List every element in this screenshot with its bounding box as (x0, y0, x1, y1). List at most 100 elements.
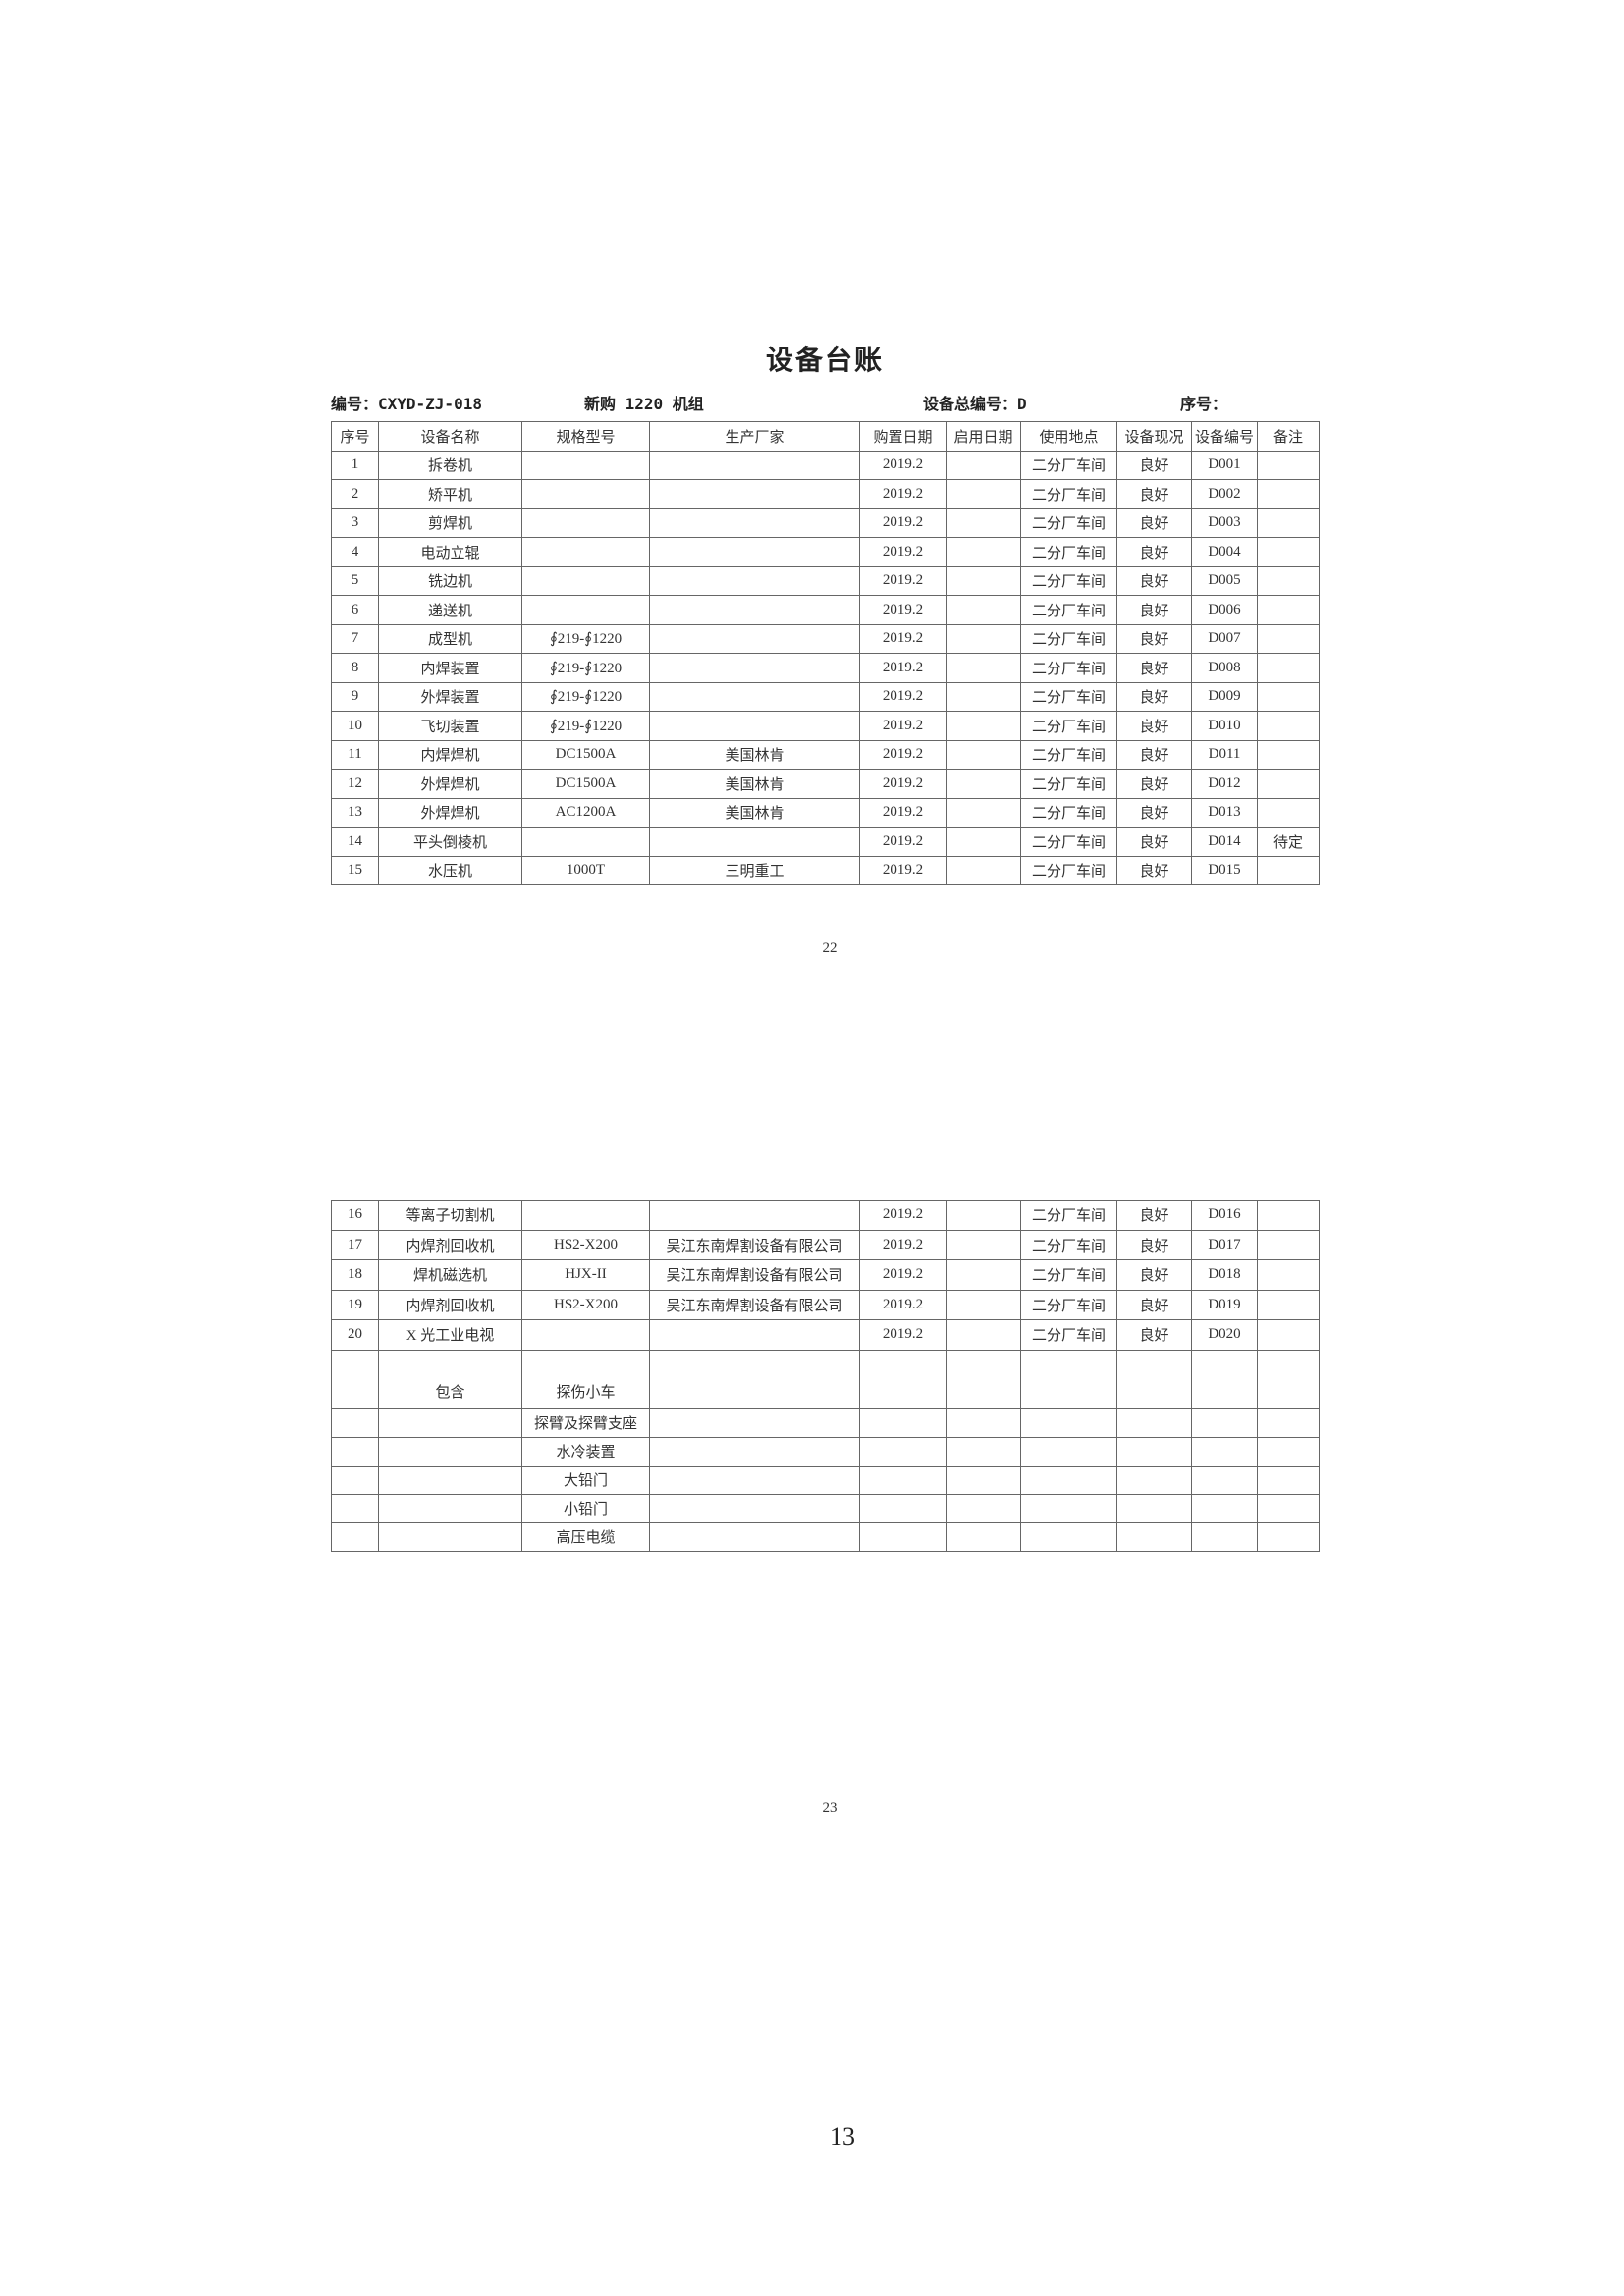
table-cell: D010 (1191, 711, 1258, 741)
column-header: 备注 (1257, 421, 1320, 452)
table-cell: 2019.2 (859, 739, 947, 770)
included-item-row: 小铅门 (331, 1493, 1320, 1523)
table-cell: 吴江东南焊割设备有限公司 (649, 1259, 860, 1291)
table-cell (1257, 450, 1320, 480)
table-cell: 二分厂车间 (1020, 1289, 1117, 1320)
table-cell: D006 (1191, 595, 1258, 625)
table-cell (859, 1493, 947, 1523)
table-cell (521, 565, 650, 596)
table-cell: 7 (331, 623, 379, 654)
page-mark: 23 (822, 1800, 838, 1816)
table-cell: 良好 (1116, 711, 1192, 741)
table-cell: AC1200A (521, 797, 650, 828)
table-cell: 2019.2 (859, 1289, 947, 1320)
table-cell (946, 1407, 1021, 1438)
table-cell: 二分厂车间 (1020, 1319, 1117, 1351)
table-cell (946, 797, 1021, 828)
table-cell (1116, 1522, 1192, 1552)
includes-label: 包含 (378, 1349, 522, 1409)
table-cell (331, 1465, 379, 1495)
table-cell: 4 (331, 537, 379, 567)
included-item: 探臂及探臂支座 (521, 1407, 650, 1438)
table-cell: 良好 (1116, 1289, 1192, 1320)
table-cell: 良好 (1116, 595, 1192, 625)
table-cell: 3 (331, 507, 379, 538)
table-cell: 内焊焊机 (378, 739, 522, 770)
sequence-label: 序号： (1180, 395, 1228, 413)
table-cell: 二分厂车间 (1020, 855, 1117, 885)
table-cell (521, 537, 650, 567)
table-cell: 二分厂车间 (1020, 827, 1117, 857)
column-header: 使用地点 (1020, 421, 1117, 452)
table-cell: 平头倒棱机 (378, 827, 522, 857)
table-cell: 内焊剂回收机 (378, 1289, 522, 1320)
table-cell: ∮219-∮1220 (521, 653, 650, 683)
table-cell (946, 479, 1021, 509)
table-cell (1257, 623, 1320, 654)
table-row: 7 成型机 ∮219-∮1220 2019.2 二分厂车间 良好 D007 (331, 623, 1320, 654)
table-cell: DC1500A (521, 739, 650, 770)
table-cell (1257, 769, 1320, 799)
table-row: 5 铣边机 2019.2 二分厂车间 良好 D005 (331, 565, 1320, 596)
table-cell (1257, 1289, 1320, 1320)
table-cell (1191, 1349, 1258, 1409)
table-cell (1257, 797, 1320, 828)
table-cell (1257, 653, 1320, 683)
table-cell (1257, 1407, 1320, 1438)
table-row: 14 平头倒棱机 2019.2 二分厂车间 良好 D014 待定 (331, 827, 1320, 857)
table-cell: 二分厂车间 (1020, 623, 1117, 654)
table-cell: 2019.2 (859, 827, 947, 857)
table-cell: 二分厂车间 (1020, 769, 1117, 799)
table-row: 11 内焊焊机 DC1500A 美国林肯 2019.2 二分厂车间 良好 D011 (331, 739, 1320, 770)
table-cell: 20 (331, 1319, 379, 1351)
column-header: 设备编号 (1191, 421, 1258, 452)
table-cell (946, 595, 1021, 625)
table-cell (331, 1407, 379, 1438)
table-cell: 15 (331, 855, 379, 885)
table-cell: D001 (1191, 450, 1258, 480)
table-cell: 2019.2 (859, 653, 947, 683)
table-cell (1020, 1493, 1117, 1523)
table-cell (378, 1493, 522, 1523)
table-cell: 9 (331, 681, 379, 712)
table-cell (1020, 1349, 1117, 1409)
table-cell: 成型机 (378, 623, 522, 654)
table-cell (859, 1522, 947, 1552)
table-cell (331, 1436, 379, 1467)
table-cell: 拆卷机 (378, 450, 522, 480)
table-cell: 良好 (1116, 1319, 1192, 1351)
table-cell: 外焊装置 (378, 681, 522, 712)
table-cell (1257, 1522, 1320, 1552)
table-cell: 二分厂车间 (1020, 537, 1117, 567)
table-cell: 良好 (1116, 1259, 1192, 1291)
table-cell (649, 711, 860, 741)
table-cell: X 光工业电视 (378, 1319, 522, 1351)
table-cell: ∮219-∮1220 (521, 623, 650, 654)
table-cell: 二分厂车间 (1020, 507, 1117, 538)
table-cell (521, 1200, 650, 1231)
table-cell: D014 (1191, 827, 1258, 857)
table-cell: 2019.2 (859, 537, 947, 567)
table-cell (649, 623, 860, 654)
table-cell: 二分厂车间 (1020, 1200, 1117, 1231)
table-cell: 美国林肯 (649, 769, 860, 799)
table-cell: 良好 (1116, 623, 1192, 654)
table-cell (649, 537, 860, 567)
table-cell: 13 (331, 797, 379, 828)
table-cell (649, 1493, 860, 1523)
table-cell (649, 1349, 860, 1409)
table-cell: 吴江东南焊割设备有限公司 (649, 1229, 860, 1260)
table-row: 17 内焊剂回收机 HS2-X200 吴江东南焊割设备有限公司 2019.2 二分厂车间良… (331, 1229, 1320, 1260)
table-cell: 二分厂车间 (1020, 797, 1117, 828)
column-header: 购置日期 (859, 421, 947, 452)
table-cell: 三明重工 (649, 855, 860, 885)
table-cell (1116, 1349, 1192, 1409)
table-cell (521, 479, 650, 509)
table-cell: 2019.2 (859, 797, 947, 828)
table-row: 1 拆卷机 2019.2 二分厂车间 良好 D001 (331, 450, 1320, 480)
table-cell: 良好 (1116, 653, 1192, 683)
table-cell: 水压机 (378, 855, 522, 885)
table-cell: 6 (331, 595, 379, 625)
included-item: 小铅门 (521, 1493, 650, 1523)
table-cell (649, 1319, 860, 1351)
